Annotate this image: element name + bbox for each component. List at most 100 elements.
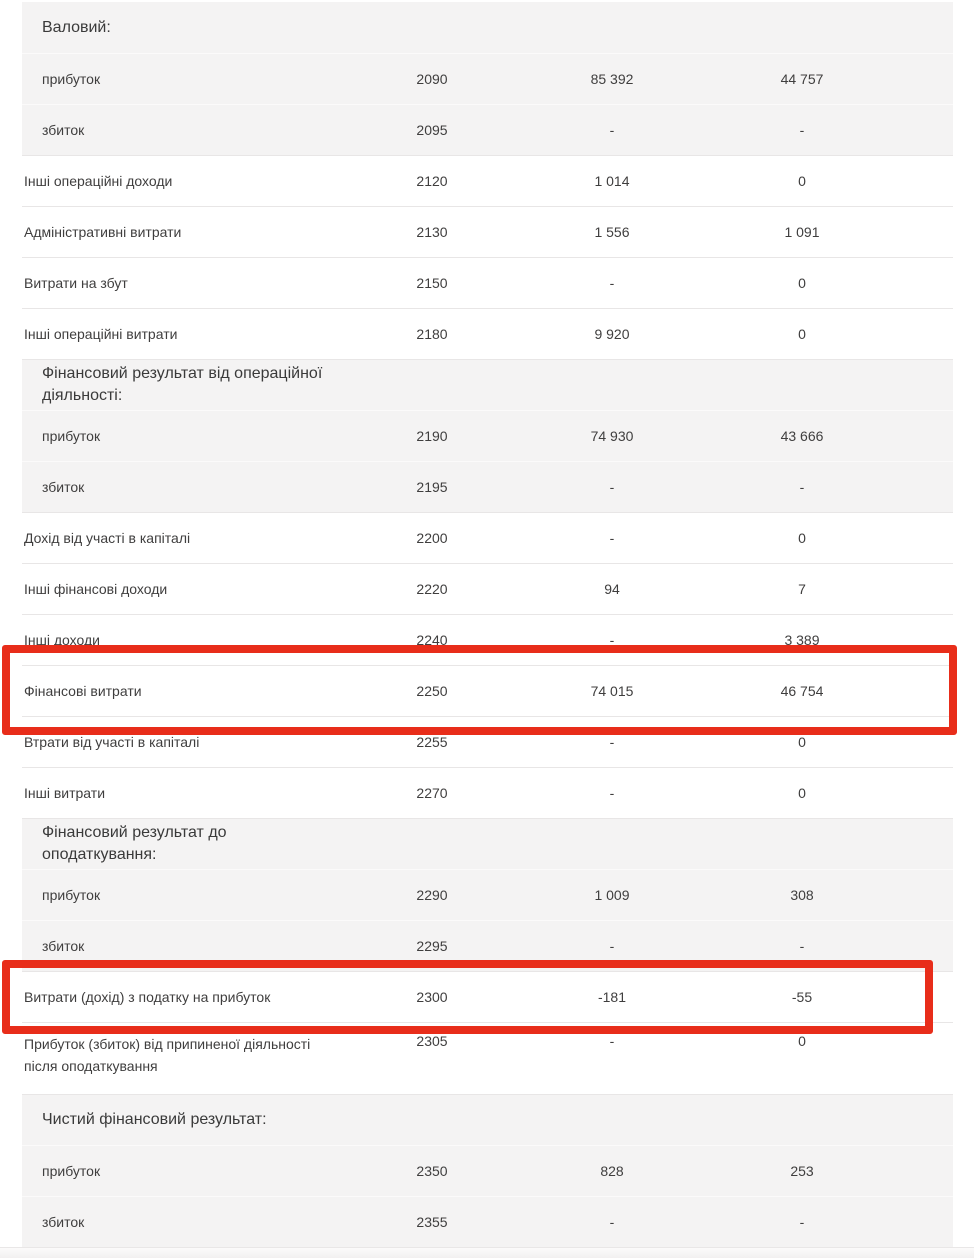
table-row: Витрати на збут 2150 - 0 xyxy=(22,257,953,308)
row-value-period-1: 94 xyxy=(604,581,620,597)
row-code: 2250 xyxy=(416,683,448,699)
row-label: Інші операційні витрати xyxy=(24,326,178,342)
row-code: 2220 xyxy=(416,581,448,597)
row-value-period-2: - xyxy=(799,479,805,495)
row-value-period-1: - xyxy=(609,734,615,750)
row-value-period-1: 1 009 xyxy=(594,887,630,903)
row-label: Інші фінансові доходи xyxy=(24,581,168,597)
row-code: 2120 xyxy=(416,173,448,189)
row-code: 2290 xyxy=(416,887,448,903)
section-header-row: Валовий: xyxy=(22,2,953,53)
row-label: збиток xyxy=(42,1214,85,1230)
row-label: Витрати (дохід) з податку на прибуток xyxy=(24,989,271,1005)
table-row: прибуток 2190 74 930 43 666 xyxy=(22,410,953,461)
table-row: Інші операційні доходи 2120 1 014 0 xyxy=(22,155,953,206)
row-value-period-1: 85 392 xyxy=(590,71,634,87)
row-label: Витрати на збут xyxy=(24,275,128,291)
row-value-period-2: 0 xyxy=(798,326,806,342)
row-label: Фінансові витрати xyxy=(24,683,142,699)
table-row: Адміністративні витрати 2130 1 556 1 091 xyxy=(22,206,953,257)
row-label: збиток xyxy=(42,122,85,138)
row-value-period-1: - xyxy=(609,785,615,801)
row-value-period-1: - xyxy=(609,938,615,954)
table-row: прибуток 2290 1 009 308 xyxy=(22,869,953,920)
row-label: Фінансовий результат від операційної дія… xyxy=(42,365,323,404)
row-value-period-2: 0 xyxy=(798,275,806,291)
row-code: 2270 xyxy=(416,785,448,801)
table-row: Інші фінансові доходи 2220 94 7 xyxy=(22,563,953,614)
row-value-period-2: 3 389 xyxy=(784,632,820,648)
row-label: прибуток xyxy=(42,71,101,87)
row-label: прибуток xyxy=(42,887,101,903)
section-header-row: Фінансовий результат від операційної дія… xyxy=(22,359,953,410)
row-code: 2095 xyxy=(416,122,448,138)
row-value-period-2: - xyxy=(799,1214,805,1230)
row-value-period-1: - xyxy=(609,632,615,648)
section-header-row: Фінансовий результат до оподаткування: xyxy=(22,818,953,869)
table-row: Прибуток (збиток) від припиненої діяльно… xyxy=(22,1022,953,1094)
row-code: 2255 xyxy=(416,734,448,750)
row-value-period-1: 74 015 xyxy=(590,683,634,699)
row-value-period-1: - xyxy=(609,122,615,138)
row-value-period-2: 0 xyxy=(798,173,806,189)
table-row: Інші витрати 2270 - 0 xyxy=(22,767,953,818)
row-value-period-2: - xyxy=(799,938,805,954)
table-row: Витрати (дохід) з податку на прибуток 230… xyxy=(22,971,953,1022)
row-value-period-2: 43 666 xyxy=(780,428,824,444)
table-row: Інші операційні витрати 2180 9 920 0 xyxy=(22,308,953,359)
row-code: 2355 xyxy=(416,1214,448,1230)
row-value-period-2: -55 xyxy=(791,989,813,1005)
row-value-period-1: - xyxy=(609,1033,615,1049)
table-row: прибуток 2090 85 392 44 757 xyxy=(22,53,953,104)
row-label: збиток xyxy=(42,938,85,954)
table-row: збиток 2355 - - xyxy=(22,1196,953,1247)
row-code: 2305 xyxy=(416,1033,448,1049)
table-row: збиток 2095 - - xyxy=(22,104,953,155)
row-value-period-2: 1 091 xyxy=(784,224,820,240)
row-code: 2350 xyxy=(416,1163,448,1179)
row-label: прибуток xyxy=(42,428,101,444)
row-value-period-1: -181 xyxy=(597,989,627,1005)
row-label: Адміністративні витрати xyxy=(24,224,182,240)
row-value-period-1: 9 920 xyxy=(594,326,630,342)
row-value-period-2: 0 xyxy=(798,785,806,801)
row-code: 2240 xyxy=(416,632,448,648)
table-row: Втрати від участі в капіталі 2255 - 0 xyxy=(22,716,953,767)
row-value-period-2: 0 xyxy=(798,530,806,546)
row-value-period-2: - xyxy=(799,122,805,138)
row-code: 2090 xyxy=(416,71,448,87)
row-label: збиток xyxy=(42,479,85,495)
row-label: Прибуток (збиток) від припиненої діяльно… xyxy=(24,1036,311,1074)
table-row: збиток 2195 - - xyxy=(22,461,953,512)
row-value-period-2: 0 xyxy=(798,734,806,750)
row-value-period-1: 1 014 xyxy=(594,173,630,189)
financial-statement-table: Валовий: прибуток 2090 85 392 44 757 збиток 20… xyxy=(22,2,953,1247)
row-value-period-2: 7 xyxy=(798,581,806,597)
table-row: прибуток 2350 828 253 xyxy=(22,1145,953,1196)
table-row: збиток 2295 - - xyxy=(22,920,953,971)
row-value-period-1: - xyxy=(609,479,615,495)
row-code: 2150 xyxy=(416,275,448,291)
row-value-period-1: - xyxy=(609,275,615,291)
row-value-period-1: 74 930 xyxy=(590,428,634,444)
row-code: 2190 xyxy=(416,428,448,444)
row-value-period-2: 46 754 xyxy=(780,683,824,699)
row-value-period-2: 0 xyxy=(798,1033,806,1049)
row-value-period-1: - xyxy=(609,1214,615,1230)
page-bottom-edge xyxy=(0,1247,974,1258)
table-row: Дохід від участі в капіталі 2200 - 0 xyxy=(22,512,953,563)
row-label: Інші доходи xyxy=(24,632,100,648)
row-value-period-2: 253 xyxy=(790,1163,814,1179)
row-code: 2300 xyxy=(416,989,448,1005)
row-label: прибуток xyxy=(42,1163,101,1179)
section-header-row: Чистий фінансовий результат: xyxy=(22,1094,953,1145)
table-row: Фінансові витрати 2250 74 015 46 754 xyxy=(22,665,953,716)
row-value-period-2: 44 757 xyxy=(780,71,824,87)
row-code: 2180 xyxy=(416,326,448,342)
row-label: Інші операційні доходи xyxy=(24,173,173,189)
row-value-period-1: 1 556 xyxy=(594,224,630,240)
row-code: 2130 xyxy=(416,224,448,240)
row-code: 2195 xyxy=(416,479,448,495)
row-code: 2295 xyxy=(416,938,448,954)
row-value-period-2: 308 xyxy=(790,887,814,903)
